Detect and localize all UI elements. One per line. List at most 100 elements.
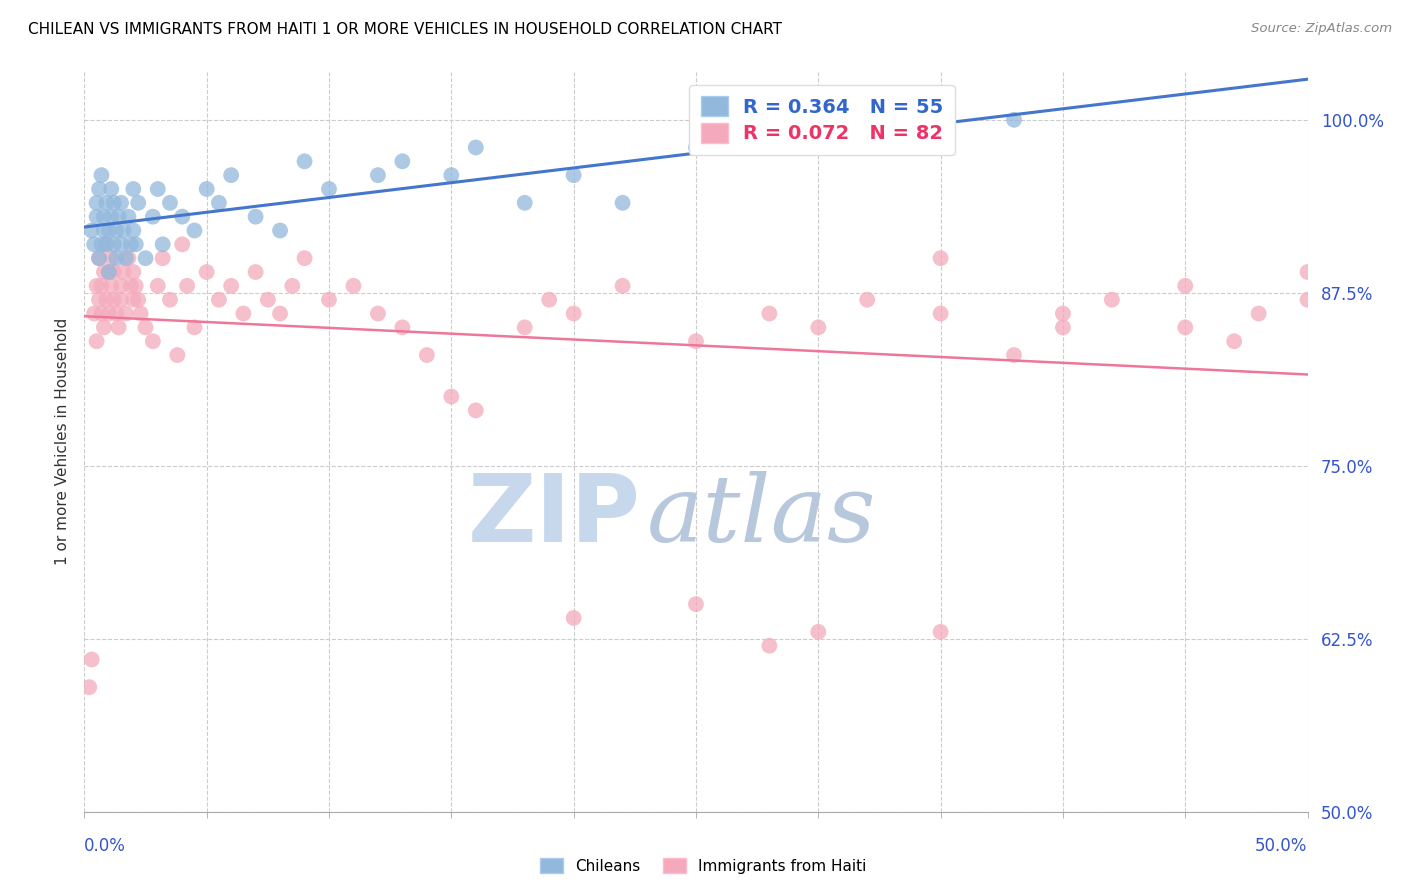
Point [1247, 306, 1270, 320]
Point [1101, 293, 1123, 307]
Point [97, 265, 120, 279]
Point [391, 154, 413, 169]
Point [107, 320, 129, 334]
Point [87, 251, 110, 265]
Point [318, 293, 340, 307]
Point [159, 293, 181, 307]
Point [562, 306, 585, 320]
Point [146, 182, 169, 196]
Point [391, 320, 413, 334]
Point [80, 652, 103, 666]
Text: ZIP: ZIP [468, 469, 641, 562]
Point [110, 195, 132, 210]
Point [195, 265, 218, 279]
Point [1052, 320, 1074, 334]
Point [90, 278, 112, 293]
Point [122, 223, 145, 237]
Point [90, 237, 112, 252]
Point [86, 195, 108, 210]
Point [1002, 348, 1025, 362]
Point [100, 251, 122, 265]
Point [294, 251, 316, 265]
Text: Source: ZipAtlas.com: Source: ZipAtlas.com [1251, 22, 1392, 36]
Point [1223, 334, 1246, 349]
Point [367, 306, 389, 320]
Point [93, 210, 115, 224]
Point [1002, 112, 1025, 127]
Point [807, 127, 830, 141]
Point [120, 237, 142, 252]
Point [513, 195, 536, 210]
Point [103, 237, 125, 252]
Point [929, 251, 952, 265]
Legend: R = 0.364   N = 55, R = 0.072   N = 82: R = 0.364 N = 55, R = 0.072 N = 82 [689, 85, 955, 155]
Point [208, 293, 231, 307]
Point [100, 210, 122, 224]
Point [562, 168, 585, 182]
Point [612, 278, 634, 293]
Point [103, 265, 125, 279]
Point [159, 195, 181, 210]
Point [135, 320, 157, 334]
Point [105, 223, 128, 237]
Point [440, 168, 463, 182]
Point [166, 348, 188, 362]
Point [929, 624, 952, 639]
Point [612, 195, 634, 210]
Point [367, 168, 389, 182]
Point [125, 278, 148, 293]
Point [685, 140, 707, 154]
Y-axis label: 1 or more Vehicles in Household: 1 or more Vehicles in Household [55, 318, 70, 566]
Point [129, 306, 152, 320]
Point [127, 195, 149, 210]
Point [152, 251, 174, 265]
Point [86, 278, 108, 293]
Point [440, 390, 463, 404]
Point [122, 182, 145, 196]
Point [142, 334, 165, 349]
Point [115, 251, 138, 265]
Point [172, 210, 194, 224]
Point [416, 348, 439, 362]
Point [807, 320, 830, 334]
Point [115, 306, 138, 320]
Point [135, 251, 157, 265]
Point [281, 278, 304, 293]
Point [90, 306, 112, 320]
Point [96, 237, 118, 252]
Point [97, 223, 120, 237]
Point [127, 293, 149, 307]
Point [513, 320, 536, 334]
Point [1296, 293, 1319, 307]
Point [90, 168, 112, 182]
Point [1174, 320, 1197, 334]
Point [100, 278, 122, 293]
Point [142, 210, 165, 224]
Point [77, 680, 100, 694]
Point [342, 278, 364, 293]
Point [245, 265, 267, 279]
Point [87, 251, 110, 265]
Point [93, 223, 115, 237]
Point [269, 223, 291, 237]
Point [807, 624, 830, 639]
Point [93, 320, 115, 334]
Point [103, 195, 125, 210]
Point [103, 293, 125, 307]
Point [219, 168, 242, 182]
Point [117, 251, 139, 265]
Point [107, 210, 129, 224]
Point [562, 611, 585, 625]
Point [80, 223, 103, 237]
Point [464, 140, 486, 154]
Point [856, 293, 879, 307]
Point [929, 306, 952, 320]
Legend: Chileans, Immigrants from Haiti: Chileans, Immigrants from Haiti [533, 852, 873, 880]
Point [1052, 306, 1074, 320]
Point [112, 223, 135, 237]
Point [208, 195, 231, 210]
Point [87, 182, 110, 196]
Point [1174, 278, 1197, 293]
Point [1296, 265, 1319, 279]
Point [183, 320, 205, 334]
